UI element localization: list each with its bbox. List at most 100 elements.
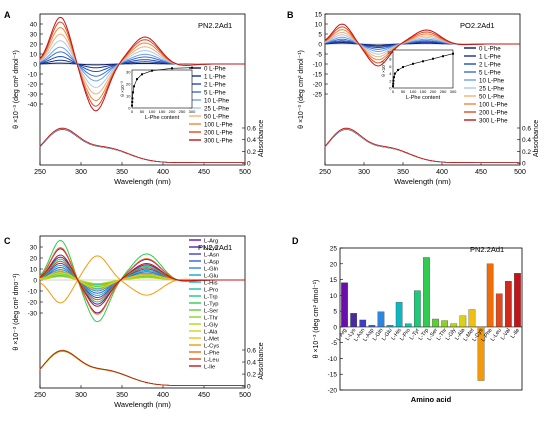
inset-point-B-4 — [394, 72, 396, 75]
bar-3 — [368, 325, 376, 328]
y-tick-label-B-4: -5 — [316, 52, 322, 59]
inset-point-B-5 — [397, 68, 399, 71]
category-label-18: L-Val — [500, 328, 512, 342]
abs-tick-label-B-0: 0.6 — [522, 126, 531, 133]
legend-label-C-10: L-Ser — [204, 309, 218, 315]
y-tick-label-B-8: 15 — [315, 12, 323, 19]
inset-x-tick-B-2: 100 — [410, 89, 417, 94]
inset-point-A-6 — [141, 73, 143, 76]
inset-x-tick-A-1: 50 — [140, 109, 145, 114]
legend-label-C-1: L-Lys — [204, 246, 218, 252]
legend-label-C-16: L-Phe — [204, 351, 219, 357]
y-tick-label-A-5: 10 — [30, 52, 38, 59]
abs-axis-label-B: Absorbance — [533, 120, 540, 157]
x-tick-label-B-5: 500 — [514, 169, 526, 176]
panel-tag-A: PN2.2Ad1 — [198, 21, 232, 30]
abs-tick-label-C-0: 0.6 — [247, 348, 256, 355]
plot-frame-D — [339, 247, 523, 391]
y-tick-label-C-5: 20 — [30, 256, 38, 263]
inset-point-B-1 — [392, 82, 395, 85]
plot-frame-C — [39, 235, 246, 389]
abs-tick-label-A-1: 0.4 — [247, 137, 256, 144]
y-tick-label-A-7: 30 — [30, 32, 38, 39]
abs-tick-label-A-2: 0.2 — [247, 149, 256, 156]
inset-x-tick-A-5: 250 — [179, 109, 186, 114]
y-tick-label-A-0: -40 — [28, 102, 38, 109]
y-tick-label-A-1: -30 — [28, 92, 38, 99]
inset-point-A-8 — [171, 67, 173, 70]
abs-series-B-4 — [324, 128, 520, 164]
x-axis-label-B: Wavelength (nm) — [394, 177, 451, 186]
x-tick-label-B-1: 300 — [358, 169, 370, 176]
bar-7 — [404, 323, 412, 328]
abs-series-B-3 — [324, 128, 520, 164]
y-tick-label-A-4: 0 — [33, 62, 37, 69]
bar-14 — [468, 309, 476, 328]
inset-point-A-2 — [131, 97, 134, 100]
x-axis-label-C: Wavelength (nm) — [114, 400, 171, 409]
inset-frame-A — [131, 69, 193, 109]
inset-y-tick-B-4: 8 — [389, 57, 392, 62]
abs-series-B-8 — [324, 127, 520, 164]
y-tick-label-D-4: 0 — [333, 324, 337, 331]
abs-axis-label-A: Absorbance — [258, 120, 265, 157]
bar-6 — [395, 302, 403, 328]
inset-point-A-5 — [136, 78, 138, 81]
y-tick-label-C-3: 0 — [33, 278, 37, 285]
abs-tick-label-B-3: 0 — [522, 161, 526, 168]
legend-label-C-14: L-Met — [204, 337, 219, 343]
bar-12 — [450, 323, 458, 328]
x-tick-label-B-2: 350 — [397, 169, 409, 176]
y-tick-label-D-6: 10 — [330, 293, 338, 300]
inset-point-A-9 — [191, 66, 193, 69]
y-tick-label-C-1: -20 — [28, 300, 38, 307]
abs-series-B-5 — [324, 128, 520, 164]
legend-label-B-5: 25 L-Phe — [479, 86, 505, 93]
panel-letter-A: A — [4, 10, 11, 20]
panel-tag-C: PN2.2Ad1 — [198, 243, 232, 252]
x-tick-label-A-2: 350 — [116, 169, 128, 176]
y-tick-label-C-4: 10 — [30, 267, 38, 274]
cd-series-B-9 — [324, 23, 520, 67]
x-tick-label-A-0: 250 — [34, 169, 46, 176]
inset-y-tick-A-1: 10 — [126, 93, 131, 98]
inset-point-A-3 — [132, 91, 134, 94]
inset-x-tick-B-4: 200 — [430, 89, 437, 94]
x-tick-label-C-1: 300 — [75, 392, 87, 399]
legend-label-C-2: L-Asn — [204, 253, 219, 259]
bar-13 — [459, 315, 467, 328]
y-axis-label-D: θ ×10⁻³ (deg cm² dmol⁻¹) — [313, 280, 320, 359]
abs-series-C-18 — [39, 350, 245, 386]
x-tick-label-B-4: 450 — [475, 169, 487, 176]
y-tick-label-D-3: -5 — [331, 340, 337, 347]
inset-x-tick-A-4: 200 — [169, 109, 176, 114]
x-axis-label-A: Wavelength (nm) — [114, 177, 171, 186]
bar-4 — [377, 311, 385, 328]
x-tick-label-C-2: 350 — [116, 392, 128, 399]
abs-series-B-1 — [324, 129, 520, 164]
legend-label-C-3: L-Asp — [204, 260, 219, 266]
abs-series-B-6 — [324, 128, 520, 164]
x-tick-label-C-4: 450 — [198, 392, 210, 399]
inset-point-B-6 — [402, 66, 404, 69]
y-tick-label-A-3: -10 — [28, 72, 38, 79]
plot-frame-A — [39, 13, 246, 166]
y-tick-label-B-7: 10 — [315, 22, 323, 29]
bar-2 — [359, 319, 367, 328]
y-tick-label-D-5: 5 — [333, 309, 337, 316]
inset-y-tick-B-5: 10 — [387, 49, 392, 54]
legend-label-A-7: 100 L-Phe — [204, 122, 233, 129]
y-tick-label-B-5: 0 — [318, 42, 322, 49]
inset-x-tick-A-6: 300 — [189, 109, 196, 114]
legend-label-B-3: 5 L-Phe — [479, 70, 501, 77]
legend-label-A-2: 2 L-Phe — [204, 82, 226, 89]
y-tick-label-B-0: -25 — [313, 92, 323, 99]
inset-point-B-9 — [432, 57, 434, 60]
legend-label-B-1: 1 L-Phe — [479, 54, 501, 61]
legend-label-B-8: 200 L-Phe — [479, 110, 508, 117]
abs-series-B-7 — [324, 128, 520, 164]
bar-9 — [423, 257, 430, 328]
y-tick-label-D-2: -10 — [328, 356, 338, 363]
inset-point-B-7 — [412, 62, 414, 65]
legend-label-C-17: L-Leu — [204, 358, 219, 364]
